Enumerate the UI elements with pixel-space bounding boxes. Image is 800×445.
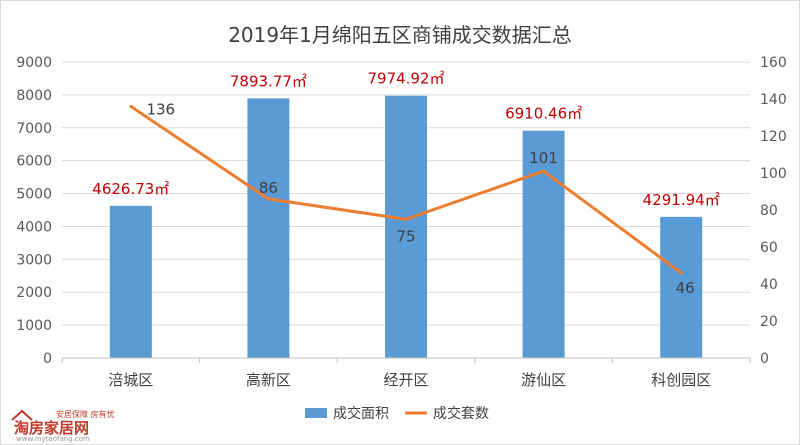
left-axis-tick-label: 5000	[16, 187, 52, 203]
right-axis-tick-label: 0	[760, 351, 769, 367]
bar	[385, 95, 427, 358]
bar	[660, 216, 703, 358]
line-data-label: 136	[146, 100, 175, 118]
legend: 成交面积 成交套数	[305, 405, 489, 422]
left-axis-tick-label: 7000	[16, 121, 52, 137]
right-axis-tick-label: 20	[760, 314, 778, 330]
bar	[109, 205, 152, 358]
bar	[522, 130, 565, 358]
bar-data-label: 4291.94㎡	[643, 191, 720, 209]
house-icon	[11, 409, 33, 421]
bar-data-label: 7893.77㎡	[230, 72, 307, 90]
line-data-label: 86	[259, 179, 278, 197]
right-axis-tick-label: 120	[760, 129, 787, 145]
category-label: 高新区	[246, 371, 291, 389]
right-axis-tick-label: 40	[760, 277, 778, 293]
left-axis-tick-label: 0	[43, 351, 52, 367]
right-axis-tick-label: 60	[760, 240, 778, 256]
category-label: 经开区	[383, 371, 428, 389]
bar-series	[109, 95, 703, 358]
line-point	[542, 169, 546, 173]
line-data-label: 46	[676, 279, 695, 297]
legend-bar-swatch	[305, 408, 327, 418]
left-axis-tick-label: 3000	[16, 252, 52, 268]
category-label: 科创园区	[651, 371, 711, 389]
left-axis-tick-label: 1000	[16, 318, 52, 334]
right-axis: 0 20 40 60 80 100 120 140 160	[760, 55, 787, 367]
category-label: 游仙区	[521, 371, 566, 389]
line-point	[129, 104, 133, 108]
category-label: 涪城区	[108, 371, 153, 389]
bar-data-label: 4626.73㎡	[92, 180, 169, 198]
right-axis-tick-label: 160	[760, 55, 787, 71]
line-point	[679, 271, 683, 275]
watermark-brand: 淘房家居网	[13, 419, 89, 437]
data-labels: 4626.73㎡ 7893.77㎡ 7974.92㎡ 6910.46㎡ 4291.94㎡…	[92, 70, 719, 297]
left-axis-tick-label: 8000	[16, 88, 52, 104]
line-point	[266, 197, 270, 201]
chart-title: 2019年1月绵阳五区商铺成交数据汇总	[228, 23, 572, 47]
bar-data-label: 6910.46㎡	[505, 105, 582, 123]
right-axis-tick-label: 80	[760, 203, 778, 219]
bar-data-label: 7974.92㎡	[367, 70, 444, 88]
right-axis-tick-label: 100	[760, 166, 787, 182]
watermark-url: www.mytaofang.com	[16, 435, 90, 443]
left-axis: 0 1000 2000 3000 4000 5000 6000 7000 8000 9000	[16, 55, 52, 367]
watermark: 淘房家居网 安居保障 房有忧 www.mytaofang.com	[11, 409, 115, 443]
bar	[247, 98, 290, 358]
line-data-label: 101	[529, 149, 558, 167]
legend-bar-label: 成交面积	[333, 405, 389, 422]
left-axis-tick-label: 2000	[16, 285, 52, 301]
line-series	[129, 104, 683, 275]
category-axis: 涪城区 高新区 经开区 游仙区 科创园区	[61, 357, 751, 389]
right-axis-tick-label: 140	[760, 92, 787, 108]
line-point	[404, 217, 408, 221]
legend-line-label: 成交套数	[433, 405, 489, 422]
left-axis-tick-label: 4000	[16, 219, 52, 235]
line-data-label: 75	[396, 227, 415, 245]
watermark-slogan: 安居保障 房有忧	[56, 409, 115, 419]
left-axis-tick-label: 9000	[16, 55, 52, 71]
left-axis-tick-label: 6000	[16, 154, 52, 170]
